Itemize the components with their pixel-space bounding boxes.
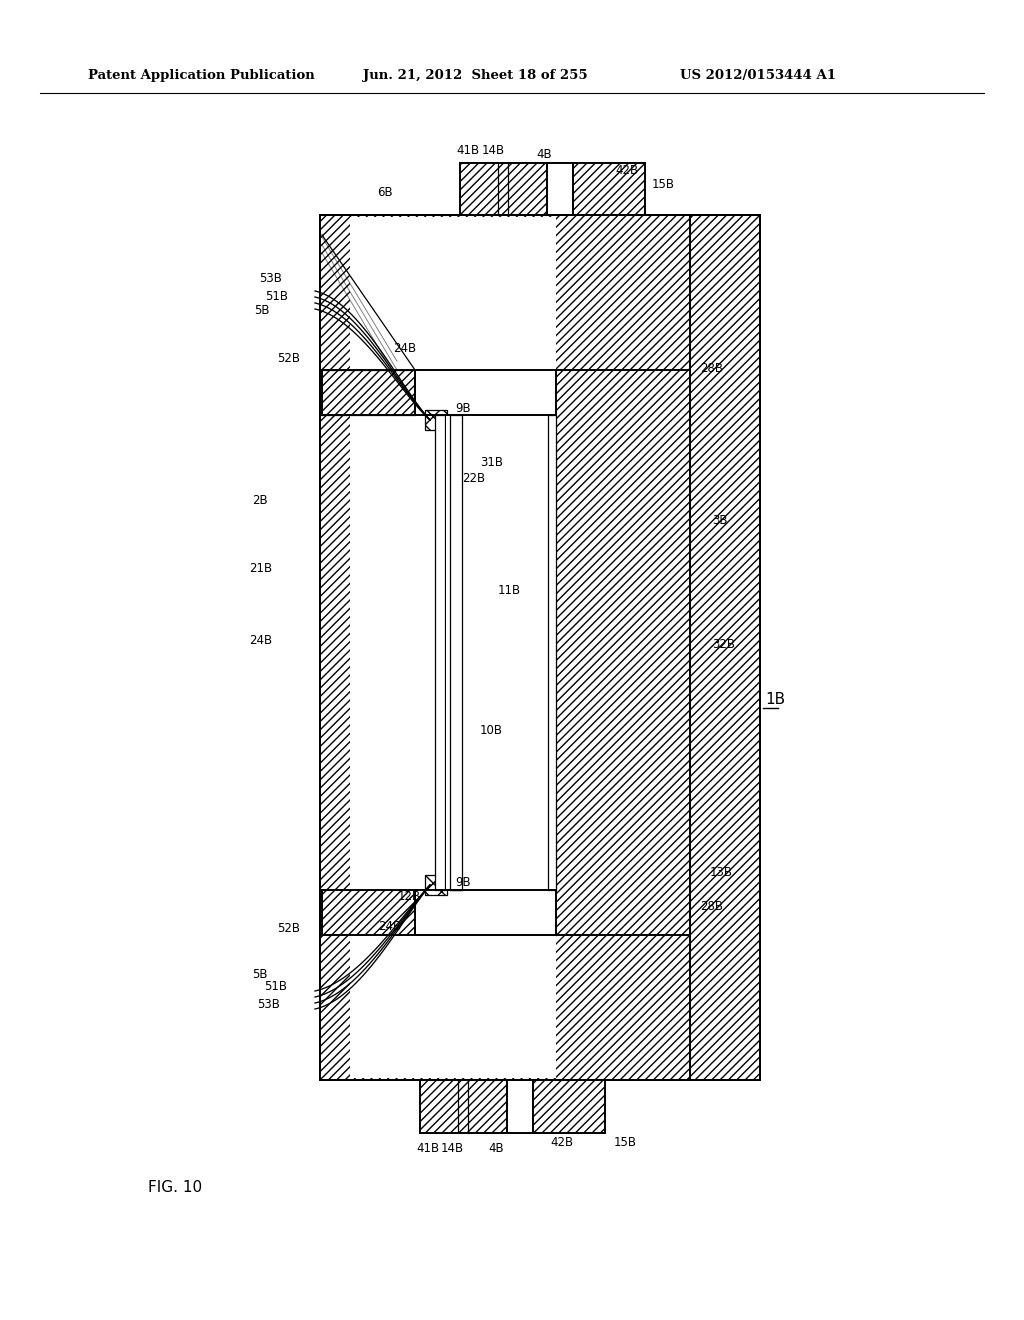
Bar: [548, 414, 556, 890]
Text: 41B: 41B: [417, 1142, 439, 1155]
Text: 28B: 28B: [700, 899, 723, 912]
Text: 5B: 5B: [253, 969, 268, 982]
Text: 21B: 21B: [249, 561, 272, 574]
Bar: [446, 416, 547, 888]
Bar: [573, 162, 645, 215]
Text: 24B: 24B: [249, 634, 272, 647]
Text: 3B: 3B: [712, 513, 727, 527]
Text: 15B: 15B: [652, 177, 675, 190]
Text: 51B: 51B: [264, 979, 287, 993]
Text: 4B: 4B: [488, 1142, 504, 1155]
Text: 28B: 28B: [700, 362, 723, 375]
Bar: [425, 411, 447, 430]
Bar: [556, 370, 690, 935]
Text: 9B: 9B: [455, 401, 471, 414]
Bar: [573, 162, 645, 215]
Text: 22B: 22B: [462, 471, 485, 484]
Text: 24B: 24B: [378, 920, 401, 932]
Bar: [547, 162, 573, 215]
Text: 12B: 12B: [398, 890, 421, 903]
Bar: [690, 215, 760, 1080]
Text: 2B: 2B: [252, 494, 268, 507]
Bar: [319, 215, 760, 1080]
Text: 52B: 52B: [278, 921, 300, 935]
Text: 14B: 14B: [481, 144, 505, 157]
Text: 9B: 9B: [455, 875, 471, 888]
Bar: [420, 1080, 507, 1133]
Bar: [322, 370, 415, 414]
Text: 6B: 6B: [377, 186, 393, 198]
Bar: [556, 370, 690, 935]
Bar: [425, 875, 447, 895]
Text: 42B: 42B: [615, 164, 638, 177]
Bar: [322, 370, 415, 414]
Bar: [322, 890, 415, 935]
Text: 31B: 31B: [480, 455, 503, 469]
Text: 42B: 42B: [550, 1135, 573, 1148]
Bar: [322, 890, 415, 935]
Bar: [420, 1080, 507, 1133]
Text: 11B: 11B: [498, 583, 521, 597]
Bar: [450, 414, 462, 890]
Text: US 2012/0153444 A1: US 2012/0153444 A1: [680, 70, 836, 82]
Bar: [416, 371, 555, 414]
Text: Patent Application Publication: Patent Application Publication: [88, 70, 314, 82]
Bar: [425, 411, 447, 430]
Text: FIG. 10: FIG. 10: [148, 1180, 202, 1196]
Bar: [460, 162, 547, 215]
Bar: [416, 891, 555, 935]
Text: 51B: 51B: [265, 289, 288, 302]
Text: 15B: 15B: [614, 1135, 637, 1148]
Text: 53B: 53B: [259, 272, 282, 285]
Text: 14B: 14B: [440, 1142, 464, 1155]
Text: 41B: 41B: [457, 144, 479, 157]
Text: 52B: 52B: [278, 351, 300, 364]
Text: 5B: 5B: [255, 304, 270, 317]
Bar: [435, 414, 445, 890]
Text: 10B: 10B: [480, 723, 503, 737]
Bar: [507, 1080, 534, 1133]
Text: 32B: 32B: [712, 639, 735, 652]
Bar: [450, 414, 462, 890]
Bar: [534, 1080, 605, 1133]
Bar: [350, 216, 556, 1078]
Bar: [460, 162, 547, 215]
Text: 24B: 24B: [393, 342, 416, 355]
Text: 13B: 13B: [710, 866, 733, 879]
Bar: [534, 1080, 605, 1133]
Bar: [425, 875, 447, 895]
Text: Jun. 21, 2012  Sheet 18 of 255: Jun. 21, 2012 Sheet 18 of 255: [362, 70, 588, 82]
Text: 4B: 4B: [537, 148, 552, 161]
Bar: [690, 215, 760, 1080]
Text: 53B: 53B: [257, 998, 280, 1011]
Text: 1B: 1B: [765, 693, 785, 708]
Bar: [319, 215, 760, 1080]
